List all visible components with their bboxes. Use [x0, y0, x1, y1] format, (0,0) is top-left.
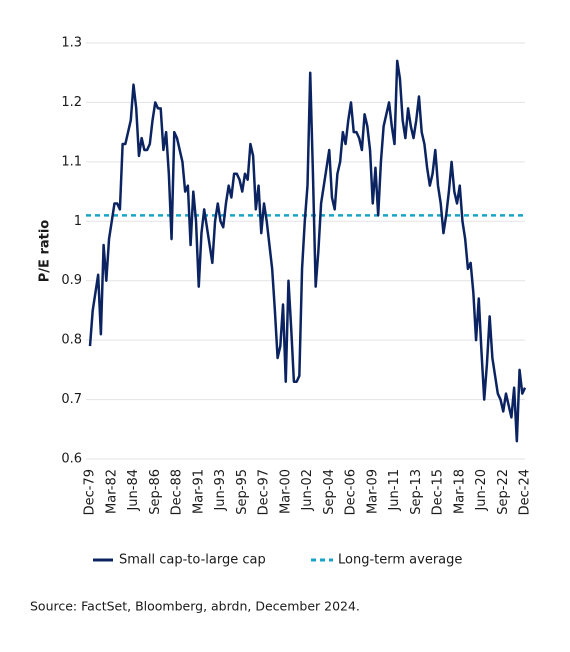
x-tick-label: Jun-84	[126, 469, 141, 512]
x-tick-label: Jun-93	[213, 469, 228, 512]
legend-label: Long-term average	[338, 553, 462, 568]
x-tick-label: Jun-20	[474, 469, 489, 512]
y-tick-label: 0.7	[61, 392, 82, 407]
x-tick-label: Jun-02	[300, 469, 315, 512]
x-tick-label: Dec-79	[83, 469, 98, 515]
x-tick-label: Mar-91	[191, 469, 206, 514]
y-tick-label: 0.6	[61, 452, 82, 467]
y-tick-label: 1.3	[61, 36, 82, 51]
x-tick-label: Dec-24	[518, 469, 533, 515]
x-tick-label: Mar-09	[365, 469, 380, 514]
y-tick-label: 1.1	[61, 154, 82, 169]
source-note: Source: FactSet, Bloomberg, abrdn, Decem…	[30, 599, 360, 614]
x-tick-label: Mar-00	[278, 469, 293, 514]
y-axis-label: P/E ratio	[38, 220, 53, 283]
y-tick-label: 0.9	[61, 273, 82, 288]
y-tick-label: 1.2	[61, 95, 82, 110]
y-tick-label: 0.8	[61, 333, 82, 348]
x-tick-label: Sep-86	[148, 469, 163, 515]
y-tick-label: 1	[74, 214, 82, 229]
x-tick-label: Jun-11	[387, 469, 402, 512]
x-tick-label: Dec-06	[344, 469, 359, 515]
x-tick-label: Dec-97	[257, 469, 272, 515]
x-tick-label: Mar-18	[452, 469, 467, 514]
data-line	[88, 59, 527, 443]
x-tick-label: Dec-15	[431, 469, 446, 515]
x-tick-label: Dec-88	[170, 469, 185, 515]
x-tick-label: Mar-82	[104, 469, 119, 514]
x-tick-label: Sep-95	[235, 469, 250, 515]
legend-label: Small cap-to-large cap	[119, 553, 266, 568]
x-tick-label: Sep-13	[409, 469, 424, 515]
x-tick-label: Sep-22	[496, 469, 511, 515]
x-tick-label: Sep-04	[322, 469, 337, 515]
